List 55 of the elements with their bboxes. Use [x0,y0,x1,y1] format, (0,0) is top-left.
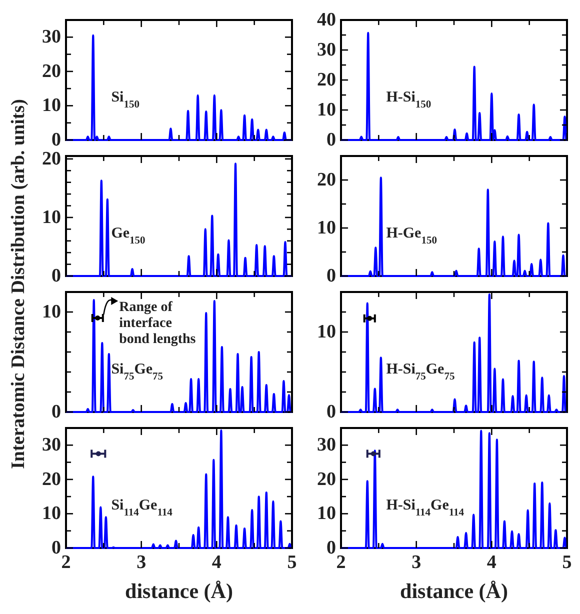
text: Si$_{114}$Ge$_{114}$ [111,498,174,518]
y-tick-label: 10 [317,322,336,342]
y-tick-label: 20 [317,70,336,90]
y-tick-label: 40 [317,10,336,30]
line-series [65,299,293,413]
y-tick-label: 20 [317,468,336,490]
line-series [65,429,293,549]
y-tick-label: 0 [326,266,336,286]
y-tick-label: 10 [42,95,61,116]
line-series [340,176,568,277]
x-tick-label: 4 [486,552,497,573]
y-tick-label: 0 [326,402,336,422]
text: H-Ge$_{150}$ [386,226,437,246]
line-series [65,162,293,277]
y-tick-label: 10 [42,302,61,322]
y-tick-label: 20 [317,170,336,190]
y-tick-label: 30 [42,26,61,48]
y-tick-label: 30 [317,434,336,456]
line-series [340,430,568,549]
y-axis-title: Interatomic Distance Distribution (arb. units) [8,99,29,469]
y-tick-label: 0 [52,402,61,422]
y-tick-label: 0 [326,130,336,150]
y-tick-label: 0 [326,538,336,558]
y-tick-label: 0 [52,538,61,558]
y-tick-label: 10 [42,503,61,524]
x-tick-label: 3 [136,552,146,573]
y-tick-label: 20 [42,60,61,82]
text: Si$_{150}$ [111,90,140,110]
x-tick-label: 5 [562,552,572,573]
text: H-Si$_{150}$ [386,90,432,110]
text: Si$_{75}$Ge$_{75}$ [111,362,164,382]
y-tick-label: 10 [317,503,336,524]
y-tick-label: 20 [42,148,61,170]
line-series [340,293,568,413]
text: H-Si$_{75}$Ge$_{75}$ [386,362,455,382]
x-tick-label: 2 [336,552,346,573]
y-tick-label: 0 [52,266,61,286]
y-tick-label: 10 [317,100,336,120]
x-tick-label: 3 [412,552,422,573]
y-tick-label: 20 [42,468,61,490]
y-tick-label: 10 [42,206,61,228]
annotation: Range of interface bond lengths [119,300,196,348]
x-tick-label: 2 [61,552,71,573]
y-tick-label: 0 [52,130,61,150]
y-tick-label: 30 [42,434,61,456]
x-axis-title: distance (Å) [400,579,508,603]
x-tick-label: 5 [287,552,297,573]
text: H-Si$_{114}$Ge$_{114}$ [386,498,465,518]
x-tick-label: 4 [212,552,222,573]
x-axis-title: distance (Å) [125,579,233,603]
text: Ge$_{150}$ [111,226,146,246]
y-tick-label: 10 [317,218,336,238]
line-series [65,34,293,141]
y-tick-label: 30 [317,40,336,60]
line-series [340,32,568,141]
